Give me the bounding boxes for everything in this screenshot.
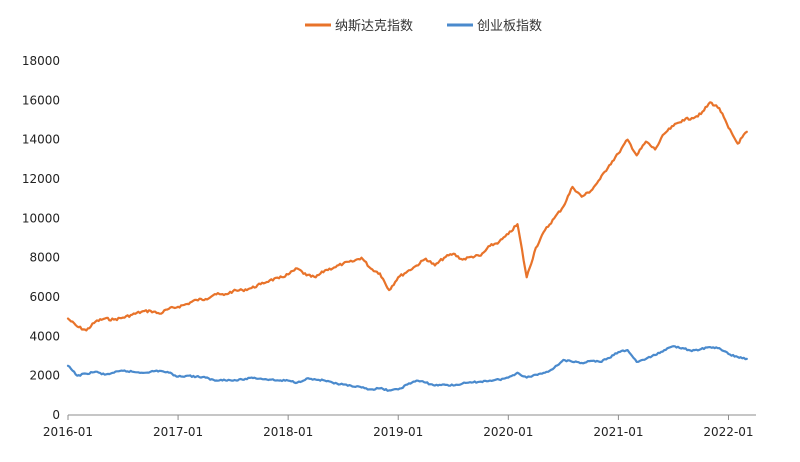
x-axis: 2016-01 2017-01 2018-01 2019-01 2020-01 2021-… xyxy=(43,414,756,439)
y-tick-label: 12000 xyxy=(22,172,60,186)
legend-label-1: 纳斯达克指数 xyxy=(335,19,413,34)
y-tick-label: 6000 xyxy=(29,290,60,304)
x-tick-label: 2020-01 xyxy=(483,425,533,439)
y-tick-label: 18000 xyxy=(22,54,60,68)
legend: 纳斯达克指数 创业板指数 xyxy=(305,19,542,34)
x-tick-label: 2019-01 xyxy=(373,425,423,439)
legend-label-2: 创业板指数 xyxy=(477,19,542,34)
y-axis-ticks: 0 2000 4000 6000 8000 10000 12000 14000 16000 180… xyxy=(22,54,60,422)
y-tick-label: 8000 xyxy=(29,251,60,265)
series-line-1 xyxy=(66,101,748,332)
series-layer xyxy=(66,101,748,392)
y-tick-label: 2000 xyxy=(29,369,60,383)
y-tick-label: 10000 xyxy=(22,211,60,225)
x-tick-label: 2021-01 xyxy=(593,425,643,439)
x-tick-label: 2018-01 xyxy=(263,425,313,439)
x-tick-label: 2016-01 xyxy=(43,425,93,439)
series-line-2 xyxy=(66,345,748,392)
y-tick-label: 0 xyxy=(52,408,60,422)
y-tick-label: 4000 xyxy=(29,329,60,343)
x-tick-label: 2022-01 xyxy=(703,425,753,439)
x-tick-label: 2017-01 xyxy=(153,425,203,439)
y-tick-label: 16000 xyxy=(22,93,60,107)
y-tick-label: 14000 xyxy=(22,133,60,147)
